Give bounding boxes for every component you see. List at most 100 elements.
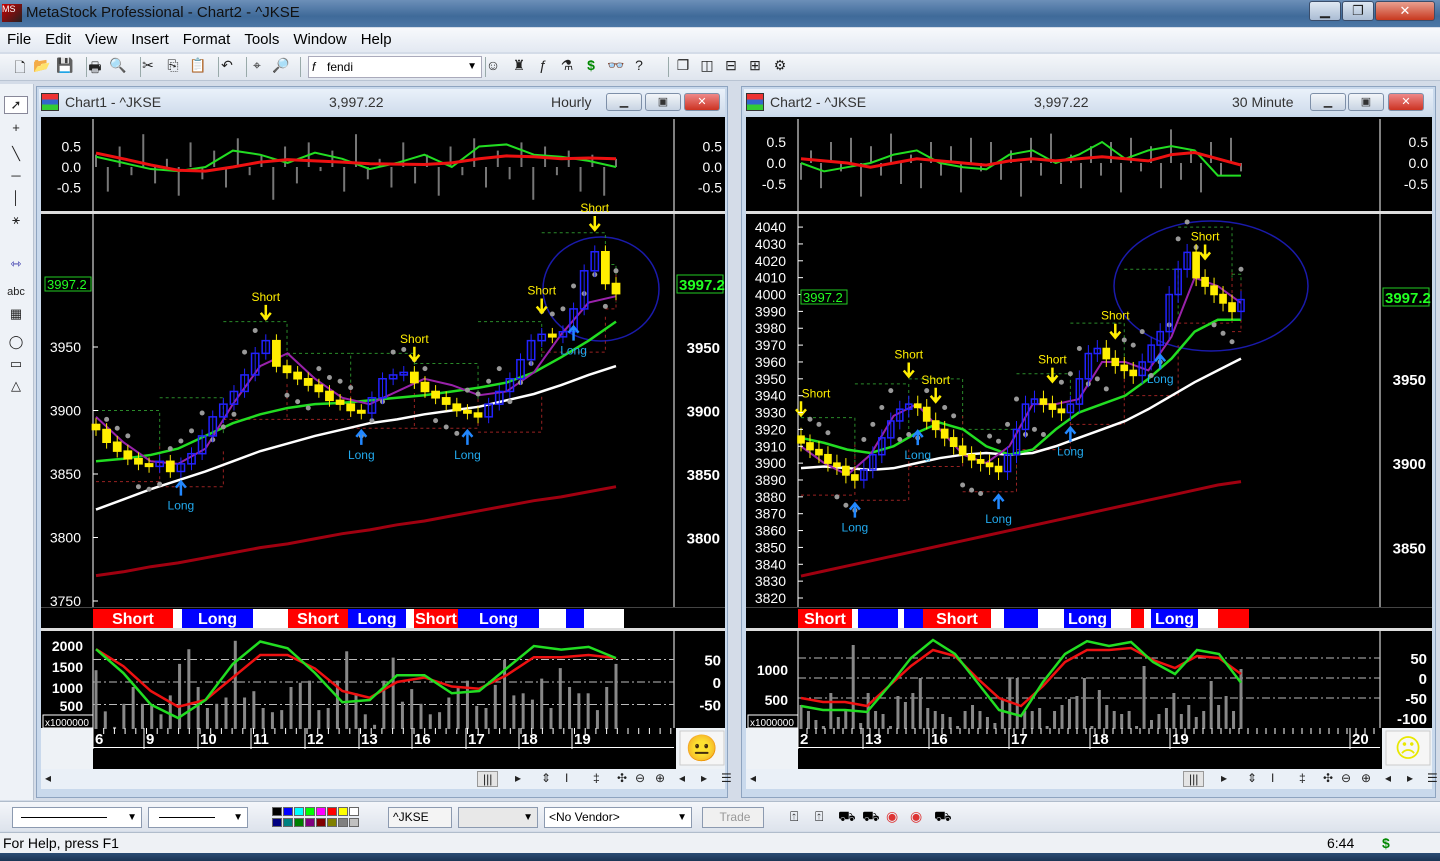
chart-close-button[interactable]: ✕	[1388, 93, 1424, 111]
step-left-icon[interactable]: ◂	[679, 771, 686, 785]
trade-button[interactable]: Trade	[702, 807, 764, 828]
vertical-resize-icon[interactable]: ‡	[593, 771, 600, 785]
sentiment-face-box[interactable]	[679, 730, 725, 766]
color-palette[interactable]	[272, 807, 359, 827]
minimize-button[interactable]: ▁	[1309, 1, 1341, 21]
open-icon[interactable]: 📂	[33, 57, 51, 73]
cascade-icon[interactable]: ❐	[676, 57, 690, 73]
scroll-left-arrow[interactable]: ◂	[750, 771, 757, 785]
color-swatch[interactable]	[316, 817, 326, 827]
menu-format[interactable]: Format	[182, 31, 231, 48]
triangle-icon[interactable]: △	[11, 378, 21, 393]
step-left-icon[interactable]: ◂	[1385, 771, 1392, 785]
color-swatch[interactable]	[338, 807, 348, 816]
line-style-dropdown[interactable]: ▼	[12, 807, 142, 828]
menu-window[interactable]: Window	[293, 31, 347, 48]
help-pointer-icon[interactable]: ?	[635, 57, 643, 73]
crosshair-icon[interactable]: ⌖	[253, 57, 261, 73]
scale-icon[interactable]: ⇕	[1247, 771, 1258, 785]
explorer-icon[interactable]: ♜	[512, 57, 526, 73]
chart-maximize-button[interactable]: ▣	[1348, 93, 1384, 111]
formula-icon[interactable]: ƒ	[539, 57, 547, 73]
scroll-right-arrow[interactable]: ▸	[1221, 771, 1228, 785]
scroll-thumb[interactable]: |||	[477, 771, 499, 787]
line-weight-dropdown[interactable]: ▼	[148, 807, 248, 828]
chart-canvas[interactable]: 0.5 0.50.0 0.0-0.5 -0.5LongShortLongShortLo…	[41, 117, 725, 769]
chrome-icon[interactable]: ◉	[910, 808, 923, 824]
print-preview-icon[interactable]: 🔍	[109, 57, 127, 73]
color-swatch[interactable]	[305, 807, 315, 816]
chart-minimize-button[interactable]: ▁	[1310, 93, 1346, 111]
chart-scrollbar[interactable]: ◂ ||| ▸ ⇕ I ‡ ✣ ⊖ ⊕ ◂ ▸ ☰	[41, 769, 732, 789]
zoom-in-icon[interactable]: ⊕	[1361, 771, 1372, 785]
vertical-resize-icon[interactable]: ‡	[1299, 771, 1306, 785]
symbol-field[interactable]: ^JKSE	[388, 807, 452, 828]
chart-scrollbar[interactable]: ◂ ||| ▸ ⇕ I ‡ ✣ ⊖ ⊕ ◂ ▸ ☰	[746, 769, 1438, 789]
vendor-dropdown[interactable]: <No Vendor> ▼	[544, 807, 692, 828]
cursor-icon[interactable]: I	[565, 771, 569, 785]
menu-icon[interactable]: ☰	[1427, 771, 1438, 785]
dollar-icon[interactable]: $	[587, 57, 595, 73]
color-swatch[interactable]	[283, 817, 293, 827]
scroll-left-arrow[interactable]: ◂	[45, 771, 52, 785]
color-swatch[interactable]	[338, 817, 348, 827]
menu-tools[interactable]: Tools	[244, 31, 280, 48]
undo-icon[interactable]: ↶	[221, 57, 233, 73]
new-icon[interactable]: 🗋	[14, 59, 26, 75]
color-swatch[interactable]	[305, 817, 315, 827]
expert-advisor-icon[interactable]: ☺	[485, 57, 501, 73]
chrome-icon[interactable]: ◉	[886, 808, 899, 824]
binoculars-icon[interactable]: 👓	[607, 57, 625, 73]
color-swatch[interactable]	[349, 807, 359, 816]
move-icon[interactable]: ✣	[1323, 771, 1334, 785]
tile-grid-icon[interactable]: ⊞	[749, 57, 761, 73]
tile-vertical-icon[interactable]: ◫	[700, 57, 714, 73]
menu-edit[interactable]: Edit	[45, 31, 72, 48]
scroll-right-arrow[interactable]: ▸	[515, 771, 522, 785]
ellipse-icon[interactable]: ◯	[8, 334, 24, 349]
menu-icon[interactable]: ☰	[721, 771, 732, 785]
step-right-icon[interactable]: ▸	[701, 771, 708, 785]
chart-minimize-button[interactable]: ▁	[606, 93, 642, 111]
crosshair-tool-icon[interactable]: +	[12, 120, 20, 135]
copy-icon[interactable]: ⎘	[167, 57, 179, 73]
plugin-icon[interactable]: ⛟	[862, 808, 880, 824]
color-swatch[interactable]	[349, 817, 359, 827]
zoom-in-icon[interactable]: ⊕	[655, 771, 666, 785]
color-swatch[interactable]	[283, 807, 293, 816]
menu-view[interactable]: View	[85, 31, 118, 48]
maximize-button[interactable]: ❐	[1342, 1, 1374, 21]
scale-icon[interactable]: ⇕	[541, 771, 552, 785]
step-right-icon[interactable]: ▸	[1407, 771, 1414, 785]
pointer-icon[interactable]: ➚	[4, 96, 28, 114]
empty-dropdown[interactable]: ▼	[458, 807, 538, 828]
chart-canvas[interactable]: 0.5 0.50.0 0.0-0.5 -0.5ShortLongShortLongSh…	[746, 117, 1432, 769]
menu-help[interactable]: Help	[360, 31, 392, 48]
plugin-icon[interactable]: ⛟	[838, 808, 856, 824]
zoom-icon[interactable]: 🔎	[272, 57, 290, 73]
chart-icon[interactable]: ⍐	[815, 808, 824, 824]
zoom-out-icon[interactable]: ⊖	[635, 771, 646, 785]
chart-icon[interactable]: ⍐	[790, 808, 799, 824]
options-icon[interactable]: ⚙	[773, 57, 787, 73]
zoom-out-icon[interactable]: ⊖	[1341, 771, 1352, 785]
chart-maximize-button[interactable]: ▣	[645, 93, 681, 111]
trendline-icon[interactable]: ╲	[12, 146, 20, 161]
chart-close-button[interactable]: ✕	[684, 93, 720, 111]
paste-icon[interactable]: 📋	[189, 57, 207, 73]
rectangle-icon[interactable]: ▭	[9, 356, 23, 371]
color-swatch[interactable]	[272, 817, 282, 827]
menu-file[interactable]: File	[7, 31, 32, 48]
color-swatch[interactable]	[294, 807, 304, 816]
scroll-thumb[interactable]: |||	[1183, 771, 1205, 787]
font-dropdown[interactable]: f fendi ▼	[308, 56, 482, 78]
close-button[interactable]: ✕	[1375, 1, 1435, 21]
tile-horizontal-icon[interactable]: ⊟	[725, 57, 737, 73]
vertical-line-icon[interactable]: │	[11, 190, 21, 205]
color-swatch[interactable]	[294, 817, 304, 827]
cut-icon[interactable]: ✂	[142, 57, 154, 73]
sentiment-face-box[interactable]	[1385, 730, 1431, 766]
save-icon[interactable]: 💾	[56, 57, 74, 73]
fibonacci-icon[interactable]: ⚹	[12, 212, 20, 227]
print-icon[interactable]: 🖶	[88, 59, 102, 75]
